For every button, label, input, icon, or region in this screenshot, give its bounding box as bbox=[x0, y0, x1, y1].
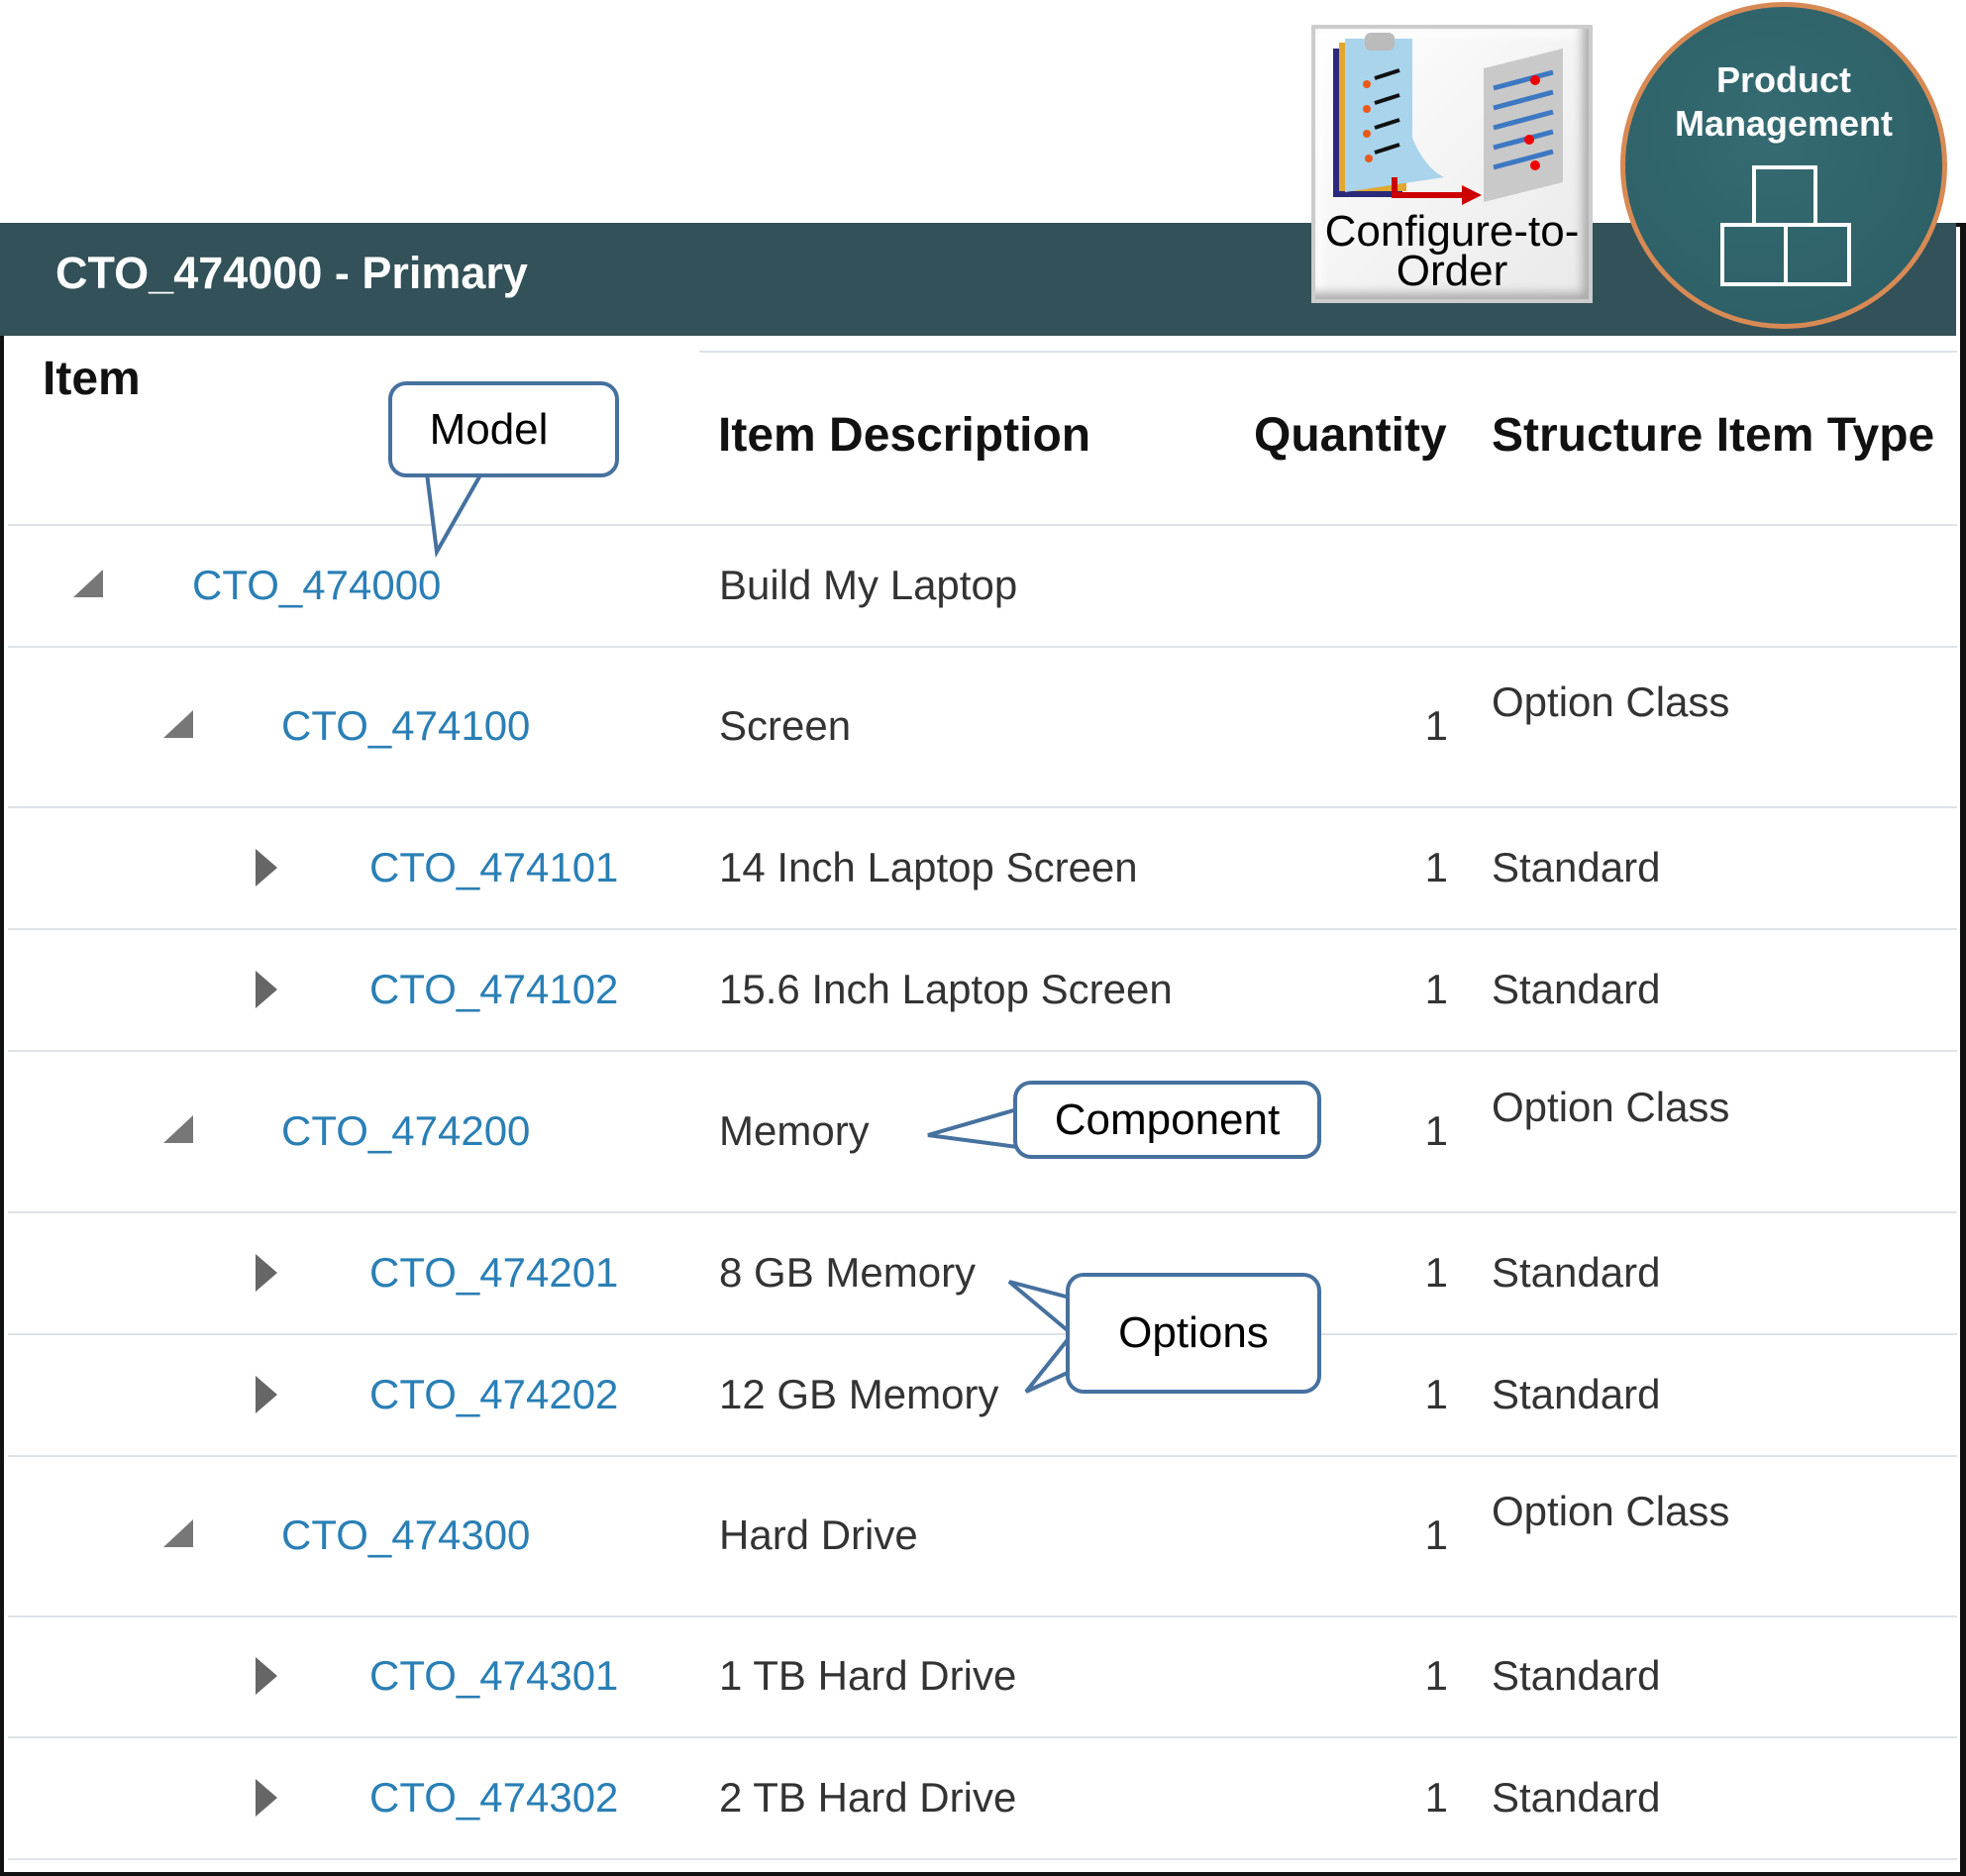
column-header-type[interactable]: Structure Item Type bbox=[1492, 409, 1935, 462]
item-description: 8 GB Memory bbox=[719, 1248, 977, 1296]
structure-item-type: Option Class bbox=[1492, 678, 1730, 725]
item-link[interactable]: CTO_474102 bbox=[369, 965, 619, 1012]
item-quantity: 1 bbox=[1424, 1511, 1448, 1558]
item-description: 2 TB Hard Drive bbox=[719, 1773, 1017, 1821]
item-quantity: 1 bbox=[1424, 1773, 1448, 1821]
expand-icon[interactable] bbox=[256, 848, 277, 886]
item-link[interactable]: CTO_474200 bbox=[281, 1106, 531, 1154]
collapse-icon[interactable] bbox=[163, 1519, 193, 1547]
item-quantity: 1 bbox=[1424, 843, 1448, 890]
collapse-icon[interactable] bbox=[163, 710, 193, 738]
item-description: 14 Inch Laptop Screen bbox=[719, 843, 1138, 890]
item-link[interactable]: CTO_474000 bbox=[192, 561, 442, 608]
row-divider bbox=[8, 1455, 1957, 1457]
item-link[interactable]: CTO_474100 bbox=[281, 702, 531, 749]
configure-to-order-badge: Configure-to-Order bbox=[1311, 25, 1593, 303]
row-divider bbox=[8, 928, 1957, 930]
row-divider bbox=[8, 1615, 1957, 1617]
component-callout: Component bbox=[1013, 1081, 1321, 1159]
expand-icon[interactable] bbox=[256, 1375, 277, 1413]
structure-item-type: Standard bbox=[1492, 1248, 1661, 1296]
row-divider bbox=[8, 646, 1957, 648]
item-description: 1 TB Hard Drive bbox=[719, 1652, 1017, 1699]
item-link[interactable]: CTO_474301 bbox=[369, 1652, 619, 1699]
item-link[interactable]: CTO_474202 bbox=[369, 1370, 619, 1417]
options-callout: Options bbox=[1066, 1273, 1321, 1394]
item-quantity: 1 bbox=[1424, 965, 1448, 1012]
item-description: Hard Drive bbox=[719, 1511, 918, 1558]
expand-icon[interactable] bbox=[256, 1657, 277, 1695]
expand-icon[interactable] bbox=[256, 970, 277, 1008]
item-quantity: 1 bbox=[1424, 1248, 1448, 1296]
column-header-item[interactable]: Item bbox=[43, 353, 141, 405]
item-quantity: 1 bbox=[1424, 1652, 1448, 1699]
product-management-badge: Product Management bbox=[1620, 2, 1947, 329]
expand-icon[interactable] bbox=[256, 1253, 277, 1292]
expand-icon[interactable] bbox=[256, 1778, 277, 1817]
item-quantity: 1 bbox=[1424, 1370, 1448, 1417]
structure-item-type: Standard bbox=[1492, 1652, 1661, 1699]
structure-item-type: Standard bbox=[1492, 843, 1661, 890]
row-divider bbox=[8, 1050, 1957, 1052]
item-description: 15.6 Inch Laptop Screen bbox=[719, 965, 1173, 1012]
row-divider bbox=[8, 1211, 1957, 1213]
row-divider bbox=[8, 1333, 1957, 1335]
pm-label: Product Management bbox=[1674, 59, 1894, 144]
stacked-boxes-icon bbox=[1720, 165, 1851, 286]
item-link[interactable]: CTO_474300 bbox=[281, 1511, 531, 1558]
item-description: Screen bbox=[719, 702, 852, 749]
item-link[interactable]: CTO_474302 bbox=[369, 1773, 619, 1821]
item-description: Build My Laptop bbox=[719, 561, 1018, 608]
item-description: Memory bbox=[719, 1106, 870, 1154]
item-link[interactable]: CTO_474101 bbox=[369, 843, 619, 890]
structure-item-type: Standard bbox=[1492, 965, 1661, 1012]
column-header-description[interactable]: Item Description bbox=[718, 409, 1091, 462]
row-divider bbox=[8, 1736, 1957, 1738]
checklist-to-document-icon bbox=[1333, 33, 1563, 205]
structure-item-type: Standard bbox=[1492, 1773, 1661, 1821]
panel-header bbox=[0, 223, 1956, 336]
model-callout: Model bbox=[388, 381, 619, 477]
header-divider bbox=[699, 351, 1957, 353]
item-quantity: 1 bbox=[1424, 1106, 1448, 1154]
structure-panel bbox=[0, 223, 1966, 1876]
column-header-quantity[interactable]: Quantity bbox=[1254, 409, 1447, 462]
row-divider bbox=[8, 806, 1957, 808]
collapse-icon[interactable] bbox=[163, 1114, 193, 1143]
structure-item-type: Option Class bbox=[1492, 1488, 1730, 1534]
structure-item-type: Option Class bbox=[1492, 1083, 1730, 1130]
structure-item-type: Standard bbox=[1492, 1370, 1661, 1417]
cto-label: Configure-to-Order bbox=[1324, 207, 1580, 295]
item-description: 12 GB Memory bbox=[719, 1370, 999, 1417]
item-quantity: 1 bbox=[1424, 702, 1448, 749]
header-bottom-divider bbox=[8, 524, 1957, 526]
row-divider bbox=[8, 1858, 1957, 1860]
collapse-icon[interactable] bbox=[73, 569, 103, 597]
item-link[interactable]: CTO_474201 bbox=[369, 1248, 619, 1296]
panel-title: CTO_474000 - Primary bbox=[55, 248, 528, 298]
